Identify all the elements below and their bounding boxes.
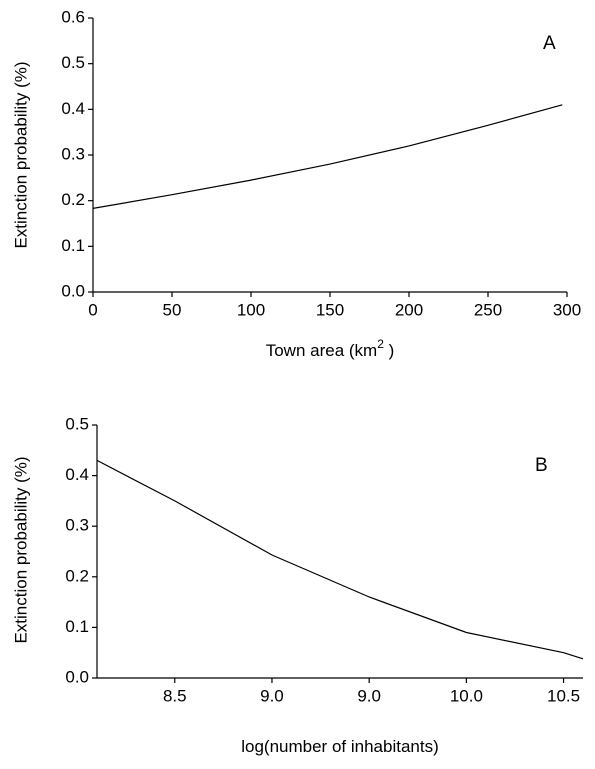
x-tick-label: 250 [474,300,502,319]
y-tick-label: 0.1 [65,617,89,636]
y-tick-label: 0.5 [65,414,89,433]
curve [96,459,584,660]
x-tick-label: 8.5 [163,686,187,705]
y-tick-label: 0.3 [65,516,89,535]
x-tick-label: 300 [553,300,581,319]
y-tick-label: 0.6 [61,7,85,26]
x-tick-label: 0 [88,300,97,319]
y-tick-label: 0.2 [61,190,85,209]
y-tick-label: 0.1 [61,236,85,255]
y-tick-label: 0.4 [61,99,85,118]
y-axis-label: Extinction probability (%) [11,456,30,643]
x-tick-label: 10.5 [547,686,580,705]
x-tick-label: 9.0 [357,686,381,705]
panel-label: A [543,33,556,54]
x-tick-label: 150 [316,300,344,319]
y-tick-label: 0.0 [61,281,85,300]
x-tick-label: 50 [163,300,182,319]
x-axis-label-after: ) [384,341,394,360]
panel-label: B [535,455,548,476]
y-tick-label: 0.3 [61,144,85,163]
y-tick-label: 0.4 [65,465,89,484]
y-tick-label: 0.2 [65,566,89,585]
x-tick-label: 10.0 [450,686,483,705]
x-axis-label: Town area (km2 ) [266,337,395,360]
x-axis-label-text: log(number of inhabitants) [241,737,439,756]
x-tick-label: 200 [395,300,423,319]
curve [92,104,563,209]
y-tick-label: 0.0 [65,667,89,686]
x-axis-label: log(number of inhabitants) [241,737,439,756]
x-tick-label: 100 [237,300,265,319]
x-axis-label-text: Town area (km [266,341,377,360]
y-axis-label: Extinction probability (%) [11,61,30,248]
y-tick-label: 0.5 [61,53,85,72]
x-tick-label: 9.0 [260,686,284,705]
x-axis-label-sup: 2 [377,337,384,351]
